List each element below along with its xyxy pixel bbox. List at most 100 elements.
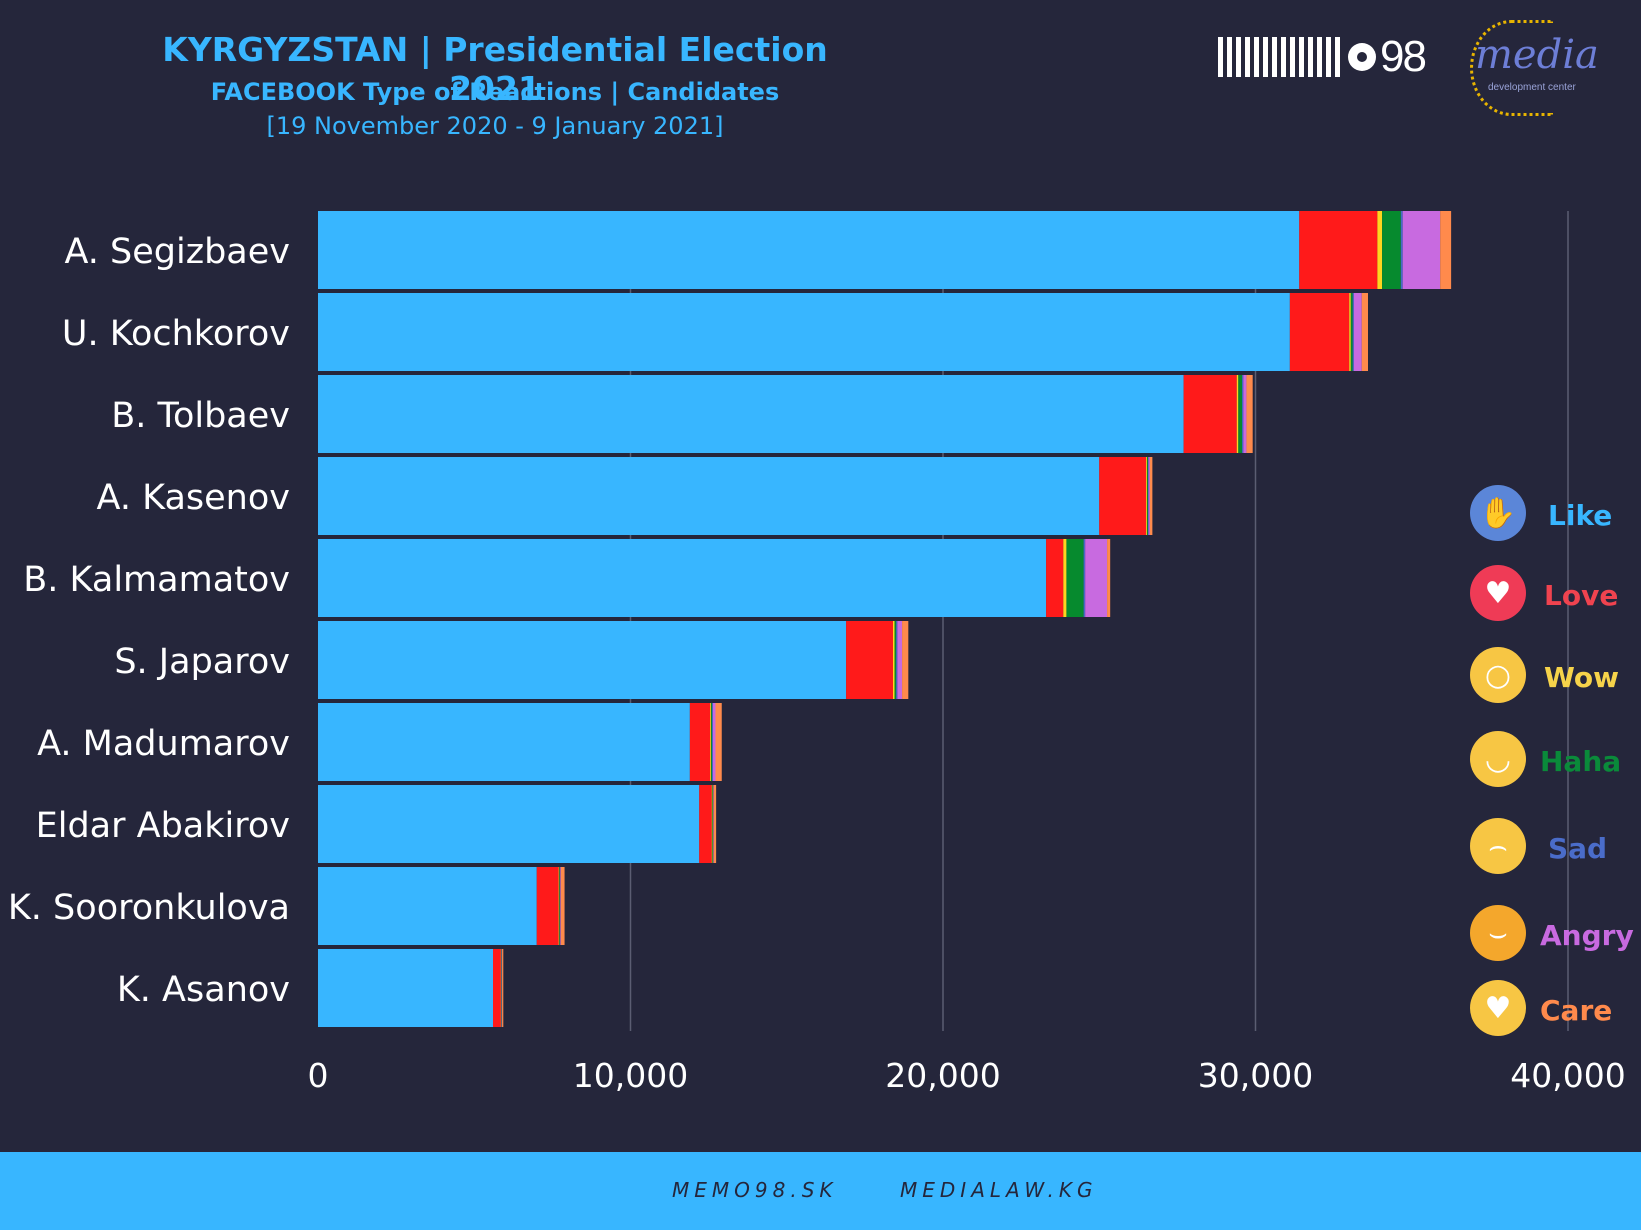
- bar-care-8: [560, 867, 565, 945]
- x-tick-label-1: 10,000: [573, 1056, 688, 1095]
- chart-title: KYRGYZSTAN | Presidential Election 2021: [162, 30, 828, 108]
- category-label-7: Eldar Abakirov: [36, 806, 290, 846]
- memo-logo-number: 98: [1380, 32, 1427, 81]
- bar-wow-4: [1063, 539, 1067, 617]
- bar-angry-0: [1402, 211, 1441, 289]
- stacked-bar-chart: A. Segizbaev U. Kochkorov B. Tolbaev A. Kas…: [8, 211, 1626, 1095]
- bar-care-0: [1440, 211, 1452, 289]
- media-logo-sub: development center: [1488, 82, 1576, 93]
- memo-disk-icon: [1348, 43, 1376, 71]
- media-logo-word: media: [1475, 32, 1599, 78]
- logo-dots-icon: [1470, 20, 1553, 116]
- x-tick-label-3: 30,000: [1198, 1056, 1313, 1095]
- bar-love-0: [1299, 211, 1378, 289]
- footer-link-medialaw[interactable]: MEDIALAW.KG: [900, 1178, 1098, 1202]
- legend-item-haha: ◡ Haha: [1465, 731, 1641, 791]
- haha-icon: ◡: [1470, 731, 1526, 787]
- bar-sad-4: [1083, 539, 1086, 617]
- bar-wow-7: [711, 785, 713, 863]
- bar-love-6: [689, 703, 711, 781]
- media-development-center-logo: media development center: [1470, 20, 1610, 116]
- date-range: [19 November 2020 - 9 January 2021]: [266, 112, 724, 140]
- legend-label-angry: Angry: [1540, 919, 1634, 952]
- bar-love-5: [846, 621, 893, 699]
- bar-angry-6: [713, 703, 716, 781]
- category-label-0: A. Segizbaev: [64, 232, 290, 272]
- bar-love-9: [493, 949, 501, 1027]
- bar-wow-6: [710, 703, 712, 781]
- bar-wow-3: [1146, 457, 1148, 535]
- bar-angry-3: [1148, 457, 1150, 535]
- legend-item-sad: ⌢ Sad: [1465, 818, 1641, 878]
- footer-link-memo98[interactable]: MEMO98.SK: [672, 1178, 838, 1202]
- bar-love-3: [1099, 457, 1147, 535]
- bar-love-8: [536, 867, 559, 945]
- category-label-6: A. Madumarov: [37, 724, 290, 764]
- x-tick-label-2: 20,000: [885, 1056, 1000, 1095]
- bar-like-9: [318, 949, 493, 1027]
- bar-sad-1: [1352, 293, 1354, 371]
- bar-sad-0: [1400, 211, 1403, 289]
- bar-sad-3: [1148, 457, 1149, 535]
- bar-care-4: [1107, 539, 1111, 617]
- x-tick-label-4: 40,000: [1510, 1056, 1625, 1095]
- bar-like-0: [318, 211, 1300, 289]
- bar-like-8: [318, 867, 537, 945]
- legend-label-sad: Sad: [1548, 832, 1608, 865]
- category-label-2: B. Tolbaev: [111, 396, 290, 436]
- footer: MEMO98.SK MEDIALAW.KG: [0, 1152, 1641, 1230]
- bar-care-5: [902, 621, 909, 699]
- memo-bars-icon: [1218, 37, 1340, 77]
- bar-haha-4: [1066, 539, 1084, 617]
- bar-love-7: [699, 785, 712, 863]
- bar-angry-1: [1353, 293, 1362, 371]
- bar-like-1: [318, 293, 1290, 371]
- bar-haha-3: [1147, 457, 1148, 535]
- category-label-8: K. Sooronkulova: [8, 888, 290, 928]
- legend-label-like: Like: [1548, 499, 1613, 532]
- bar-love-2: [1183, 375, 1237, 453]
- category-label-3: A. Kasenov: [97, 478, 290, 518]
- bar-like-4: [318, 539, 1047, 617]
- bar-love-4: [1046, 539, 1064, 617]
- like-icon: ✋: [1470, 485, 1526, 541]
- bar-haha-1: [1350, 293, 1353, 371]
- bar-love-1: [1289, 293, 1350, 371]
- bar-care-1: [1361, 293, 1368, 371]
- bar-sad-6: [712, 703, 713, 781]
- bar-haha-7: [712, 785, 713, 863]
- angry-icon: ⌣: [1470, 905, 1526, 961]
- chart-subtitle: FACEBOOK Type of Reactions | Candidates: [210, 78, 780, 106]
- category-label-9: K. Asanov: [117, 970, 290, 1010]
- bar-care-2: [1246, 375, 1253, 453]
- category-label-4: B. Kalmamatov: [23, 560, 290, 600]
- bar-wow-2: [1236, 375, 1239, 453]
- bar-sad-5: [896, 621, 898, 699]
- bar-like-7: [318, 785, 700, 863]
- bar-haha-8: [559, 867, 560, 945]
- bar-haha-0: [1382, 211, 1401, 289]
- category-label-1: U. Kochkorov: [62, 314, 290, 354]
- category-label-5: S. Japarov: [114, 642, 290, 682]
- bar-wow-5: [893, 621, 895, 699]
- bar-angry-4: [1085, 539, 1108, 617]
- bar-sad-2: [1242, 375, 1244, 453]
- bar-care-6: [715, 703, 722, 781]
- legend-label-care: Care: [1540, 994, 1613, 1027]
- legend-label-love: Love: [1544, 579, 1619, 612]
- x-tick-label-0: 0: [308, 1056, 329, 1095]
- legend-label-wow: Wow: [1544, 661, 1619, 694]
- bar-like-5: [318, 621, 847, 699]
- wow-icon: ○: [1470, 647, 1526, 703]
- bar-angry-2: [1243, 375, 1247, 453]
- bar-haha-5: [894, 621, 897, 699]
- legend-item-wow: ○ Wow: [1465, 647, 1641, 707]
- sad-icon: ⌢: [1470, 818, 1526, 874]
- bar-care-7: [713, 785, 717, 863]
- legend-item-love: ♥ Love: [1465, 565, 1641, 625]
- legend-item-care: ♥ Care: [1465, 980, 1641, 1040]
- bar-like-2: [318, 375, 1184, 453]
- bar-care-3: [1149, 457, 1153, 535]
- bar-haha-6: [711, 703, 713, 781]
- memo98-logo: 98: [1218, 32, 1427, 81]
